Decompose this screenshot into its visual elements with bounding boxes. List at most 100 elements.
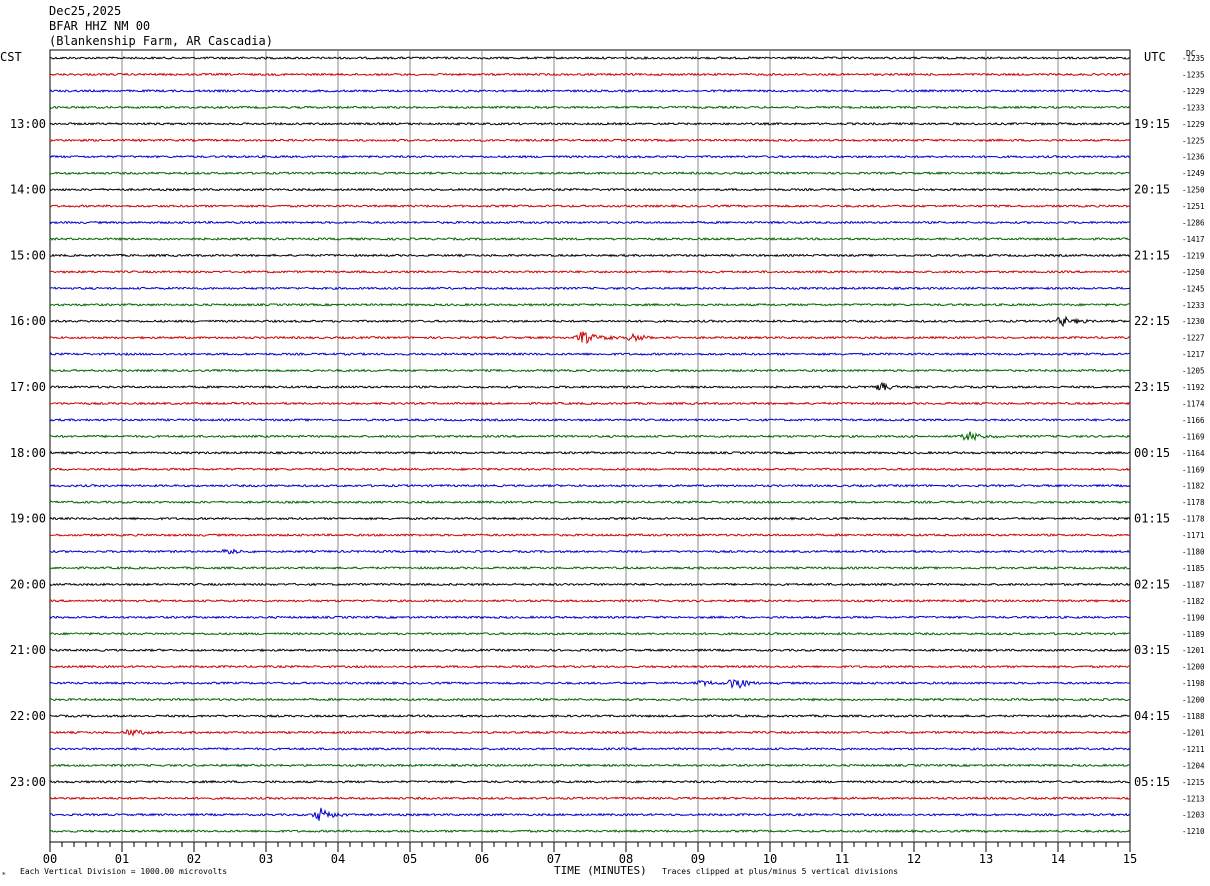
- trace-line: [49, 796, 1131, 801]
- utc-hour-label: 03:15: [1134, 643, 1170, 657]
- dc-value: -1250: [1182, 268, 1205, 277]
- trace-line: [49, 138, 1131, 143]
- dc-value: -1211: [1182, 745, 1205, 754]
- x-tick-label: 15: [1123, 852, 1137, 866]
- trace-line: [49, 236, 1131, 241]
- utc-hour-label: 05:15: [1134, 775, 1170, 789]
- trace-line: [49, 516, 1131, 521]
- dc-value: -1213: [1182, 794, 1205, 803]
- trace-line: [49, 598, 1131, 603]
- x-tick-label: 14: [1051, 852, 1065, 866]
- utc-hour-label: 23:15: [1134, 380, 1170, 394]
- x-tick-label: 06: [475, 852, 489, 866]
- cst-hour-label: 18:00: [10, 446, 46, 460]
- trace-line: [49, 401, 1131, 406]
- trace-line: [49, 533, 1131, 537]
- trace-line: [49, 779, 1131, 784]
- header-station: BFAR HHZ NM 00: [49, 19, 151, 33]
- dc-value: -1250: [1182, 186, 1205, 195]
- utc-hour-label: 01:15: [1134, 512, 1170, 526]
- dc-value: -1174: [1182, 399, 1205, 408]
- cst-hour-label: 20:00: [10, 577, 46, 591]
- utc-hour-label: 22:15: [1134, 314, 1170, 328]
- dc-value: -1187: [1182, 580, 1205, 589]
- scale-note: Each Vertical Division = 1000.00 microvo…: [20, 867, 228, 876]
- trace-line: [49, 664, 1131, 669]
- dc-value: -1210: [1182, 827, 1205, 836]
- x-tick-label: 01: [115, 852, 129, 866]
- dc-value: -1169: [1182, 432, 1205, 441]
- dc-value: -1235: [1182, 70, 1205, 79]
- utc-hour-label: 21:15: [1134, 248, 1170, 262]
- trace-line: [49, 55, 1131, 60]
- trace-line: [49, 714, 1131, 718]
- dc-value: -1201: [1182, 646, 1205, 655]
- trace-line: [49, 582, 1131, 587]
- trace-line: [49, 220, 1131, 225]
- dc-value: -1227: [1182, 334, 1205, 343]
- dc-value: -1233: [1182, 301, 1205, 310]
- utc-hour-label: 02:15: [1134, 577, 1170, 591]
- x-tick-label: 12: [907, 852, 921, 866]
- header-date: Dec25,2025: [49, 4, 122, 18]
- utc-hour-label: 00:15: [1134, 446, 1170, 460]
- cst-hour-label: 14:00: [10, 183, 46, 197]
- cst-hour-label: 17:00: [10, 380, 46, 394]
- trace-line: [49, 763, 1131, 768]
- dc-value: -1229: [1182, 120, 1205, 129]
- trace-line: [49, 352, 1131, 357]
- dc-value: -1189: [1182, 630, 1205, 639]
- dc-value: -1236: [1182, 153, 1205, 162]
- dc-value: -1286: [1182, 219, 1205, 228]
- dc-value: -1188: [1182, 712, 1205, 721]
- x-tick-label: 02: [187, 852, 201, 866]
- x-tick-label: 08: [619, 852, 633, 866]
- dc-value: -1251: [1182, 202, 1205, 211]
- trace-line: [49, 431, 1131, 442]
- trace-line: [49, 679, 1131, 690]
- dc-value: -1200: [1182, 663, 1205, 672]
- trace-line: [49, 88, 1131, 93]
- dc-value: -1217: [1182, 350, 1205, 359]
- x-tick-label: 09: [691, 852, 705, 866]
- utc-label: UTC: [1144, 50, 1166, 64]
- trace-line: [49, 450, 1131, 455]
- utc-hour-label: 19:15: [1134, 117, 1170, 131]
- dc-value: -1180: [1182, 548, 1205, 557]
- trace-line: [49, 728, 1131, 737]
- dc-value: -1205: [1182, 367, 1205, 376]
- cst-hour-label: 13:00: [10, 117, 46, 131]
- x-tick-label: 11: [835, 852, 849, 866]
- dc-value: -1200: [1182, 696, 1205, 705]
- dc-value: -1235: [1182, 54, 1205, 63]
- dc-value: -1201: [1182, 728, 1205, 737]
- x-tick-label: 07: [547, 852, 561, 866]
- cst-hour-label: 15:00: [10, 248, 46, 262]
- trace-line: [49, 500, 1131, 505]
- trace-line: [49, 204, 1131, 209]
- corner-mark-icon: ⁎: [2, 869, 6, 877]
- dc-value: -1166: [1182, 416, 1205, 425]
- trace-line: [49, 548, 1131, 555]
- trace-line: [49, 807, 1131, 821]
- trace-line: [49, 648, 1131, 653]
- dc-value: -1169: [1182, 465, 1205, 474]
- cst-hour-label: 19:00: [10, 512, 46, 526]
- trace-line: [49, 315, 1131, 328]
- dc-value: -1249: [1182, 169, 1205, 178]
- x-tick-label: 10: [763, 852, 777, 866]
- x-tick-label: 05: [403, 852, 417, 866]
- cst-hour-label: 21:00: [10, 643, 46, 657]
- dc-value: -1204: [1182, 761, 1205, 770]
- trace-line: [49, 483, 1131, 488]
- trace-line: [49, 381, 1131, 391]
- x-tick-label: 04: [331, 852, 345, 866]
- trace-line: [49, 286, 1131, 291]
- dc-value: -1182: [1182, 597, 1205, 606]
- trace-line: [49, 747, 1131, 751]
- utc-hour-label: 04:15: [1134, 709, 1170, 723]
- dc-value: -1229: [1182, 87, 1205, 96]
- trace-line: [49, 565, 1131, 571]
- trace-line: [49, 697, 1131, 702]
